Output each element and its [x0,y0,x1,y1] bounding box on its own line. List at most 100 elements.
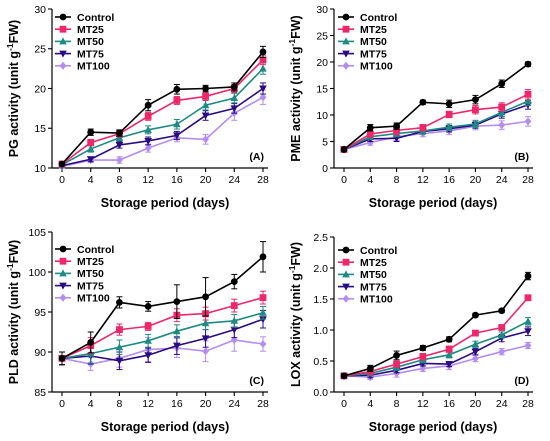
data-point [144,323,152,330]
y-tick-label: 15 [34,123,46,135]
series-line [61,296,264,360]
data-point [87,139,95,146]
x-tick-label: 4 [88,398,94,410]
series-line [343,330,529,377]
x-tick-label: 20 [200,398,212,410]
chart-panel-2: 0 5 10 15 20 25 30 0 4 8 12 16 20 24 28 Storage period … [287,4,534,210]
legend-marker [342,258,350,266]
data-point [230,105,239,113]
data-point [116,299,123,306]
legend-marker [59,50,67,58]
data-point [498,307,506,315]
legend-marker [59,37,67,45]
legend-label: MT50 [77,268,104,280]
data-point [419,344,427,352]
legend-label: MT100 [77,293,110,305]
legend-marker [342,294,350,303]
data-point [259,85,267,93]
y-tick-label: 20 [34,83,46,95]
y-tick-label: 2.5 [313,232,328,244]
data-point [144,303,152,310]
data-point [498,103,506,111]
series-mt25 [340,89,532,153]
legend-marker [59,61,67,70]
series-line [343,104,529,151]
data-point [116,156,123,165]
legend-label: Control [77,244,114,256]
y-tick-label: 10 [316,110,328,122]
series-line [343,63,529,151]
x-tick-label: 24 [496,174,508,186]
data-point [86,144,95,152]
x-tick-label: 8 [394,398,400,410]
data-point [202,93,209,100]
data-point [201,319,210,327]
data-point [471,120,480,128]
panel-label: (C) [249,375,264,387]
y-tick-label: 15 [316,83,328,95]
legend-label: Control [360,12,397,24]
series-line [61,96,264,168]
data-point [524,294,532,302]
x-tick-label: 0 [341,398,347,410]
y-tick-label: 95 [34,307,46,319]
y-tick-label: 5 [322,136,328,148]
legend-marker [59,282,67,290]
data-point [230,302,238,309]
data-point [445,361,453,369]
legend-label: MT100 [360,61,393,73]
data-point [524,97,532,105]
data-point [144,101,152,109]
series-line [61,59,264,165]
y-tick-label: 10 [34,163,46,175]
x-axis-title: Storage period (days) [101,196,230,210]
data-point [202,85,209,92]
chart-panel-3: 85 90 95 100 105 0 4 8 12 16 20 24 28 Storage period … [5,227,269,434]
y-tick-label: 20 [316,57,328,69]
data-point [497,330,506,338]
y-tick-label: 0 [322,163,328,175]
x-tick-label: 4 [367,174,373,186]
y-tick-label: 0.5 [313,356,328,368]
data-point [201,335,210,343]
data-point [471,348,480,356]
x-tick-label: 24 [228,174,240,186]
y-axis-title: PLD activity (unit g-1FW) [5,240,21,384]
x-axis-title: Storage period (days) [101,420,230,434]
y-axis-title: LOX activity (unit g-1FW) [287,242,303,387]
data-point [230,326,239,334]
x-tick-label: 0 [59,398,65,410]
chart-panels: 10 15 20 25 30 0 4 8 12 16 20 24 28 Storage period (d… [5,4,534,434]
data-point [524,272,532,280]
x-tick-label: 4 [88,174,94,186]
data-point [445,100,453,108]
y-tick-label: 2.0 [313,263,328,275]
data-point [472,311,479,319]
data-point [471,340,480,348]
series-line [61,51,264,165]
x-tick-label: 28 [522,398,534,410]
panel-label: (D) [514,375,529,387]
x-tick-label: 24 [496,398,508,410]
data-point [259,294,267,301]
x-tick-label: 24 [228,398,240,410]
legend-label: Control [77,12,114,24]
legend-label: MT50 [360,36,387,48]
data-point [498,347,506,356]
data-point [366,365,374,372]
x-tick-label: 12 [142,174,154,186]
data-point [115,357,124,365]
legend-label: MT100 [77,61,110,73]
data-point [202,135,209,144]
legend-label: MT25 [77,24,104,36]
data-point [524,60,532,68]
data-point [144,336,152,344]
series-control [340,271,532,380]
data-point [173,85,181,93]
series-control [340,60,532,153]
series-line [61,312,264,360]
data-point [144,352,152,360]
y-tick-label: 0.0 [313,387,328,399]
legend-marker [342,283,350,291]
